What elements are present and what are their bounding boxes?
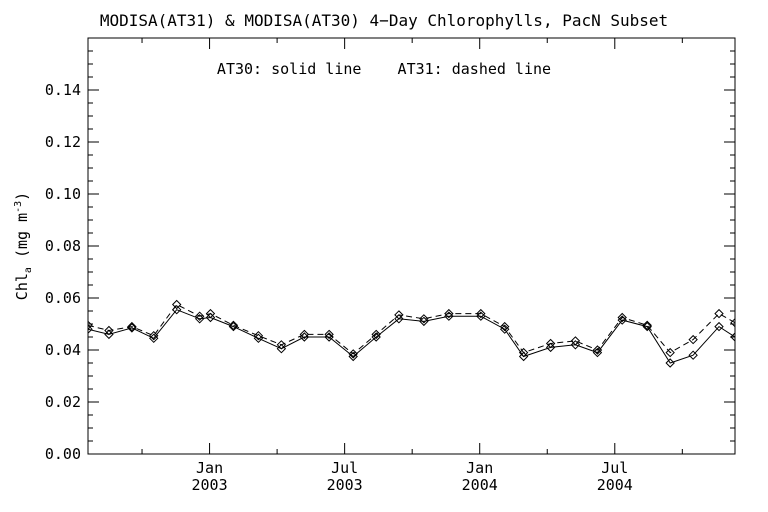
series-AT30-marker-diamond <box>205 312 216 323</box>
series-AT31-marker-diamond <box>127 321 137 332</box>
series-AT30-marker-diamond <box>545 342 556 353</box>
series-AT30-line <box>88 309 735 364</box>
series-AT30-marker-diamond <box>228 321 239 332</box>
series-AT30-marker-diamond <box>642 321 652 332</box>
legend-annotation: AT30: solid line AT31: dashed line <box>216 60 552 78</box>
y-tick-label: 0.02 <box>45 393 81 411</box>
x-tick-label-year: 2004 <box>597 476 633 494</box>
series-AT31-marker-diamond <box>88 320 93 331</box>
series-AT31-marker-diamond <box>688 334 698 345</box>
series-AT31-marker-diamond <box>476 308 486 319</box>
series-AT31-marker-diamond <box>324 329 334 340</box>
series-AT31-marker-diamond <box>714 308 724 319</box>
series-AT31-marker-diamond <box>499 321 510 332</box>
x-tick-label-year: 2003 <box>192 476 228 494</box>
chart-title: MODISA(AT31) & MODISA(AT30) 4−Day Chloro… <box>99 11 669 30</box>
series-AT31-marker-diamond <box>730 317 735 328</box>
series-AT31-marker-diamond <box>194 311 205 321</box>
series-AT31-marker-diamond <box>276 340 287 350</box>
y-tick-label: 0.10 <box>45 185 81 203</box>
y-tick-label: 0.06 <box>45 289 81 307</box>
series-AT31-marker-diamond <box>149 330 159 341</box>
series-AT31-line <box>88 303 735 355</box>
series-AT31-marker-diamond <box>545 338 556 349</box>
y-tick-label: 0.08 <box>45 237 81 255</box>
series-AT31-marker-diamond <box>104 325 114 336</box>
series-AT30-marker-diamond <box>276 343 287 354</box>
series-AT31-marker-diamond <box>371 329 381 340</box>
x-tick-label-year: 2004 <box>462 476 498 494</box>
series-AT30-marker-diamond <box>394 314 404 324</box>
plot-frame <box>87 37 736 455</box>
y-tick-label: 0.04 <box>45 341 81 359</box>
series-AT30 <box>88 304 735 368</box>
series-AT31 <box>88 299 735 359</box>
y-tick-label: 0.14 <box>45 81 81 99</box>
x-tick-label-month: Jan <box>466 459 493 477</box>
series-AT31-marker-diamond <box>665 347 675 358</box>
x-tick-label-month: Jan <box>196 459 223 477</box>
series-AT31-marker-diamond <box>617 312 627 323</box>
series-AT31-marker-diamond <box>642 320 652 331</box>
x-tick-label-month: Jul <box>601 459 628 477</box>
x-tick-label-year: 2003 <box>327 476 363 494</box>
x-tick-label-month: Jul <box>331 459 358 477</box>
series-AT30-marker-diamond <box>688 350 698 360</box>
series-AT31-marker-diamond <box>419 314 429 324</box>
series-AT30-marker-diamond <box>570 340 581 350</box>
series-AT31-marker-diamond <box>253 330 264 341</box>
series-AT31-marker-diamond <box>444 308 454 319</box>
y-tick-label: 0.12 <box>45 133 81 151</box>
series-AT31-marker-diamond <box>205 308 216 319</box>
series-AT31-marker-diamond <box>518 347 529 358</box>
series-AT30-marker-diamond <box>104 329 114 340</box>
series-AT30-marker-diamond <box>714 321 724 332</box>
series-AT31-marker-diamond <box>394 310 404 320</box>
series-AT31-marker-diamond <box>570 336 581 346</box>
series-AT30-marker-diamond <box>665 358 675 368</box>
series-AT31-marker-diamond <box>592 345 603 355</box>
series-AT30-marker-diamond <box>518 351 529 362</box>
series-AT31-marker-diamond <box>348 349 358 359</box>
series-AT31-marker-diamond <box>171 299 182 310</box>
series-AT30-marker-diamond <box>730 332 735 342</box>
series-AT31-marker-diamond <box>299 329 310 340</box>
y-tick-label: 0.00 <box>45 445 81 463</box>
series-AT30-marker-diamond <box>88 324 93 334</box>
series-AT31-marker-diamond <box>228 320 239 331</box>
